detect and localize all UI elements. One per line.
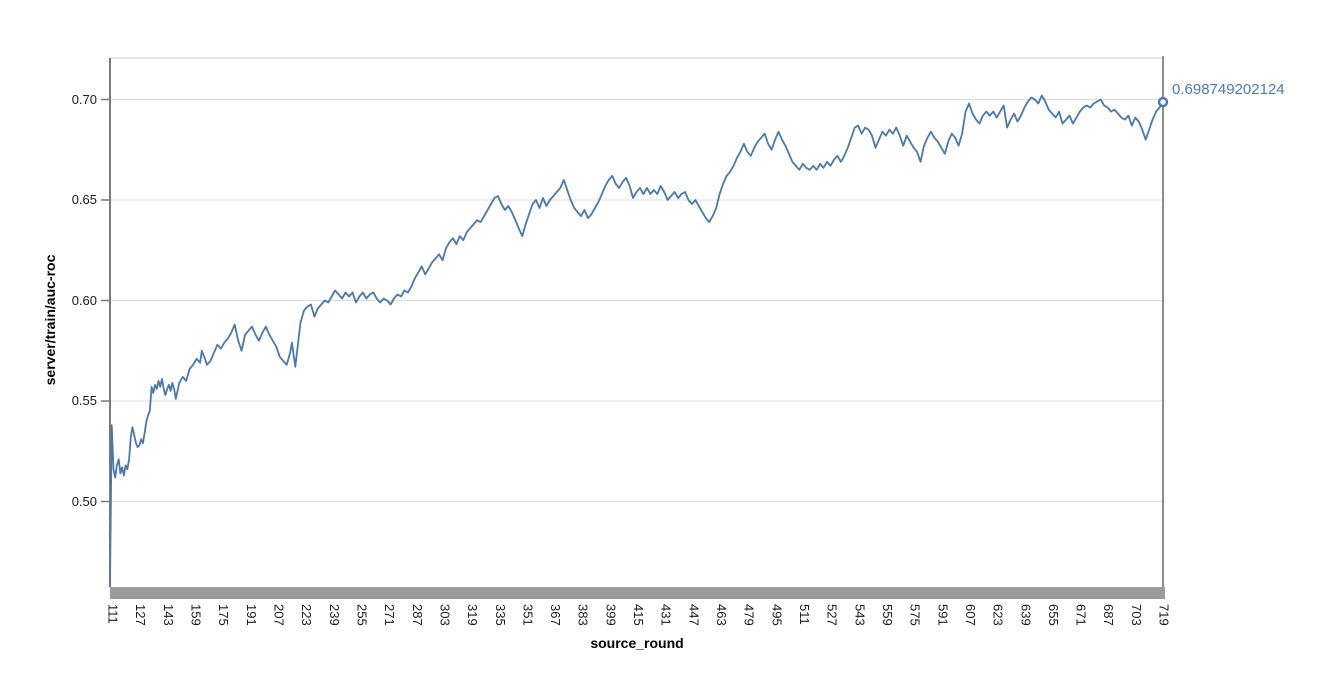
x-tick-label: 239 (327, 604, 342, 626)
y-tick-label: 0.70 (71, 91, 97, 107)
end-point-marker (1157, 96, 1169, 108)
x-tick-label: 383 (576, 604, 591, 626)
y-tick-label: 0.65 (71, 192, 97, 207)
x-tick-label: 143 (161, 604, 176, 626)
x-tick-label: 255 (354, 604, 369, 626)
x-tick-label: 159 (189, 604, 204, 626)
x-tick-label: 575 (908, 604, 923, 626)
x-tick-label: 415 (631, 604, 646, 626)
x-tick-label: 639 (1018, 604, 1033, 626)
x-tick-label: 191 (244, 604, 259, 626)
x-tick-label: 271 (382, 604, 397, 626)
y-tick-label: 0.60 (71, 292, 97, 308)
x-tick-label: 223 (299, 604, 314, 626)
x-tick-label: 623 (991, 604, 1006, 626)
y-tick-label: 0.55 (71, 393, 97, 408)
x-tick-label: 607 (963, 604, 978, 626)
x-tick-label: 111 (106, 604, 121, 624)
x-tick-label: 671 (1074, 604, 1089, 626)
x-tick-label: 479 (742, 604, 757, 626)
x-tick-label: 511 (797, 604, 812, 625)
x-tick-label: 591 (935, 604, 950, 626)
x-tick-label: 527 (825, 604, 840, 626)
x-axis-scrollbar[interactable] (110, 587, 1165, 599)
x-tick-label: 175 (216, 604, 231, 626)
x-tick-label: 399 (603, 604, 618, 626)
x-tick-label: 687 (1101, 604, 1116, 626)
x-tick-label: 543 (852, 604, 867, 626)
y-axis-title: server/train/auc-roc (42, 254, 58, 386)
x-tick-label: 559 (880, 604, 895, 626)
x-tick-label: 335 (493, 604, 508, 626)
x-tick-label: 351 (520, 604, 535, 626)
gridlines (110, 99, 1165, 502)
x-tick-label: 303 (437, 604, 452, 626)
x-axis-title: source_round (590, 635, 684, 651)
x-tick-label: 655 (1046, 604, 1061, 626)
x-tick-label: 319 (465, 604, 480, 626)
x-tick-label: 287 (410, 604, 425, 626)
x-tick-labels: 111 127 143 159 175 191 207 223 239 255 271 287 303 3… (106, 604, 1172, 626)
auc-roc-line (109, 94, 1164, 585)
y-tick-label: 0.50 (71, 493, 97, 509)
x-tick-label: 431 (659, 604, 674, 626)
x-tick-label: 367 (548, 604, 563, 626)
x-tick-label: 127 (133, 604, 148, 626)
axis-lines (101, 56, 1165, 599)
x-tick-label: 495 (769, 604, 784, 626)
x-tick-label: 719 (1157, 604, 1172, 626)
x-tick-label: 447 (686, 604, 701, 626)
x-tick-label: 463 (714, 604, 729, 626)
x-tick-label: 703 (1129, 604, 1144, 626)
x-tick-label: 207 (272, 604, 287, 626)
final-value-label: 0.698749202124 (1172, 81, 1285, 98)
